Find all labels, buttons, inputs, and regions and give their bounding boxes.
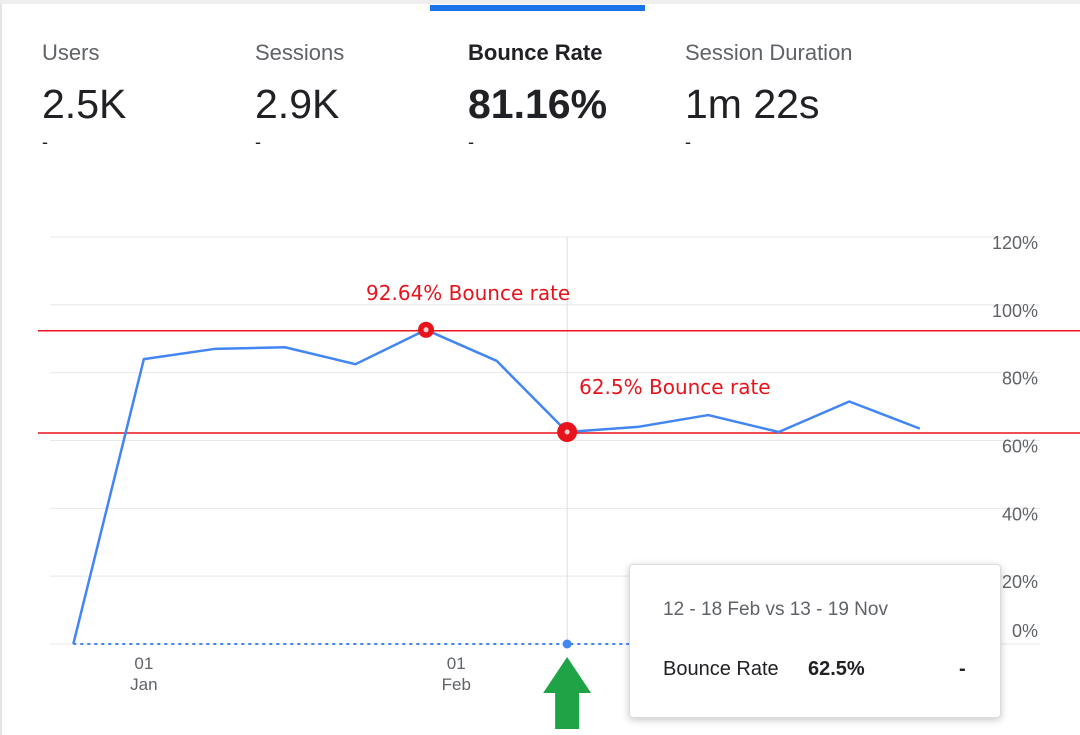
- metric-tab-session-duration[interactable]: Session Duration 1m 22s -: [685, 38, 945, 151]
- hover-tooltip: 12 - 18 Feb vs 13 - 19 Nov Bounce Rate 6…: [629, 564, 1001, 718]
- x-tick-month: Feb: [442, 675, 471, 694]
- metric-tab-users[interactable]: Users 2.5K -: [42, 38, 252, 151]
- x-tick-day: 01: [134, 654, 153, 673]
- bounce-rate-series-line: [72, 328, 921, 645]
- card-top-border: [0, 0, 1080, 4]
- y-tick-label: 120%: [992, 233, 1038, 253]
- metric-value: 2.9K: [255, 81, 340, 127]
- x-tick-day: 01: [447, 654, 466, 673]
- y-tick-label: 100%: [992, 301, 1038, 321]
- annotation-marker-center: [564, 429, 570, 435]
- metric-value: 1m 22s: [685, 81, 820, 127]
- y-tick-label: 60%: [1002, 437, 1038, 457]
- y-tick-label: 0%: [1012, 621, 1038, 641]
- tooltip-metric-label: Bounce Rate: [663, 658, 779, 680]
- metric-label: Sessions: [255, 40, 345, 65]
- card-border: [0, 0, 2, 735]
- x-tick-month: Jan: [130, 675, 157, 694]
- y-tick-label: 80%: [1002, 369, 1038, 389]
- hover-point: [562, 639, 572, 649]
- metric-value: 2.5K: [42, 81, 127, 127]
- green-arrow-icon: [543, 657, 592, 729]
- y-tick-label: 40%: [1002, 504, 1038, 524]
- annotation-label: 92.64% Bounce rate: [366, 281, 570, 305]
- metric-value: 81.16%: [468, 81, 608, 127]
- active-tab-indicator: [430, 5, 645, 11]
- annotation-marker-center: [423, 327, 429, 333]
- tooltip-date-range: 12 - 18 Feb vs 13 - 19 Nov: [663, 599, 888, 620]
- metric-delta: -: [685, 132, 691, 152]
- metric-delta: -: [42, 132, 48, 152]
- metric-tab-sessions[interactable]: Sessions 2.9K -: [255, 38, 465, 151]
- metric-delta: -: [468, 132, 474, 152]
- metric-delta: -: [255, 132, 261, 152]
- metric-tab-bounce-rate[interactable]: Bounce Rate 81.16% -: [468, 38, 678, 151]
- tooltip-metric-value: 62.5%: [808, 658, 865, 680]
- metric-label: Bounce Rate: [468, 40, 603, 65]
- y-tick-label: 20%: [1002, 572, 1038, 592]
- metric-label: Users: [42, 40, 100, 65]
- annotation-label: 62.5% Bounce rate: [579, 375, 770, 399]
- tooltip-delta: -: [959, 658, 966, 680]
- metric-label: Session Duration: [685, 40, 853, 65]
